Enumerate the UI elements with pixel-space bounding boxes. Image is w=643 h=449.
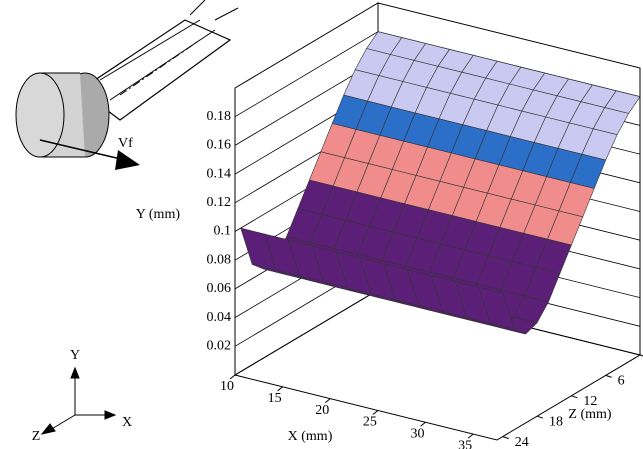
axis-icon-z: Z xyxy=(32,429,41,444)
y-tick-label: 0.04 xyxy=(207,310,232,325)
x-tick-label: 15 xyxy=(268,391,282,406)
z-tick xyxy=(536,415,544,419)
y-axis-label: Y (mm) xyxy=(136,207,181,222)
x-tick-label: 30 xyxy=(411,426,425,441)
z-tick xyxy=(605,374,612,378)
z-tick xyxy=(639,354,643,357)
x-axis-label: X (mm) xyxy=(288,429,333,444)
z-tick-label: 6 xyxy=(618,374,625,389)
x-tick-label: 25 xyxy=(363,415,377,430)
x-tick xyxy=(467,433,474,439)
z-tick-label: 18 xyxy=(549,414,563,429)
x-tick-label: 35 xyxy=(458,438,472,449)
x-tick-label: 10 xyxy=(220,379,234,394)
y-tick-label: 0.1 xyxy=(214,224,232,239)
y-tick-label: 0.12 xyxy=(207,195,232,210)
surface-cell xyxy=(478,286,515,330)
y-tick-label: 0.06 xyxy=(207,281,232,296)
z-tick xyxy=(571,395,578,399)
y-tick-label: 0.16 xyxy=(207,138,232,153)
x-tick xyxy=(324,398,331,404)
x-tick-label: 20 xyxy=(315,403,329,418)
axis-icon-x: X xyxy=(122,415,132,430)
tool-illustration xyxy=(15,0,239,170)
y-tick-label: 0.14 xyxy=(207,166,232,181)
axis-icon-y: Y xyxy=(70,348,80,363)
z-axis-label: Z (mm) xyxy=(568,407,611,422)
x-tick xyxy=(277,386,283,392)
x-tick xyxy=(229,374,236,380)
x-tick xyxy=(372,410,379,415)
y-tick-label: 0.08 xyxy=(207,252,232,267)
z-tick-label: 12 xyxy=(583,394,597,409)
y-tick-label: 0.02 xyxy=(207,339,232,354)
x-tick xyxy=(420,421,426,427)
y-tick-label: 0.18 xyxy=(207,109,232,124)
z-tick-label: 24 xyxy=(515,435,529,449)
axis-icon xyxy=(40,366,117,435)
z-tick xyxy=(502,436,509,440)
feed-annotation: Vf xyxy=(118,136,133,151)
